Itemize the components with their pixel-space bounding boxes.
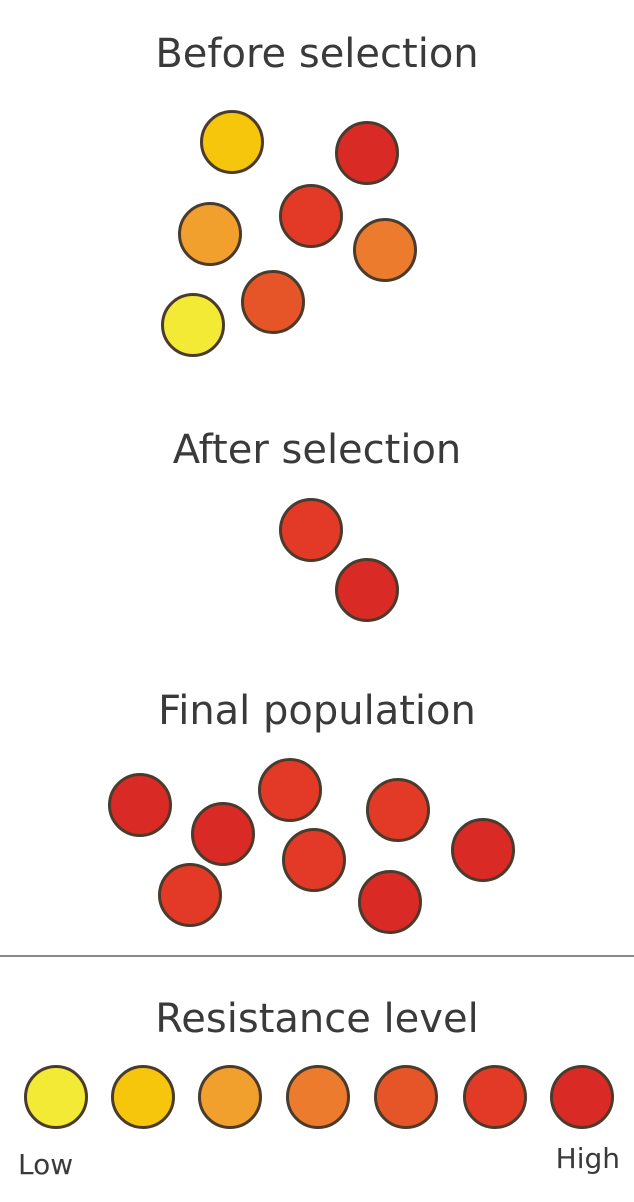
before-individual-6 (241, 270, 305, 334)
after-individual-1 (279, 498, 343, 562)
legend-swatch-level-3 (198, 1065, 262, 1129)
final-individual-3 (366, 778, 430, 842)
before-individual-2 (335, 121, 399, 185)
legend-swatch-level-4 (286, 1065, 350, 1129)
legend-swatch-level-1 (24, 1065, 88, 1129)
before-individual-7 (161, 293, 225, 357)
final-individual-5 (282, 828, 346, 892)
before-individual-1 (200, 110, 264, 174)
legend-title: Resistance level (155, 996, 479, 1042)
before-individual-3 (178, 202, 242, 266)
divider-line (0, 955, 634, 957)
final-individual-1 (108, 773, 172, 837)
final-individual-2 (258, 758, 322, 822)
legend-low-label: Low (18, 1148, 74, 1181)
after-selection-title: After selection (172, 427, 462, 473)
final-individual-6 (451, 818, 515, 882)
after-individual-2 (335, 558, 399, 622)
final-population-title: Final population (158, 688, 476, 734)
legend-swatch-level-5 (374, 1065, 438, 1129)
before-selection-title: Before selection (155, 31, 479, 77)
legend-high-label: High (555, 1142, 620, 1175)
final-individual-7 (158, 863, 222, 927)
before-individual-4 (279, 184, 343, 248)
before-individual-5 (353, 218, 417, 282)
legend-swatch-level-2 (111, 1065, 175, 1129)
final-individual-4 (191, 802, 255, 866)
legend-swatch-level-7 (550, 1065, 614, 1129)
legend-swatch-level-6 (463, 1065, 527, 1129)
final-individual-8 (358, 870, 422, 934)
